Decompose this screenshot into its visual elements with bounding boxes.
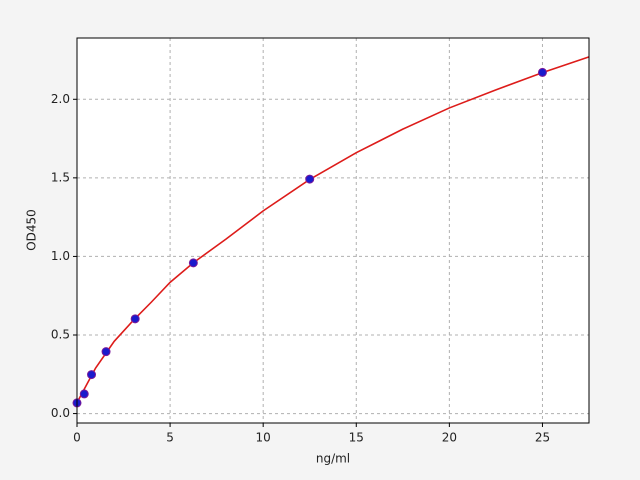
data-point <box>130 314 140 324</box>
data-point <box>188 258 198 268</box>
y-tick-label: 0.0 <box>51 406 70 420</box>
x-tick-label: 20 <box>442 431 457 445</box>
y-tick-label: 2.0 <box>51 92 70 106</box>
y-tick-label: 1.5 <box>51 170 70 184</box>
data-point <box>537 67 547 77</box>
data-point <box>87 370 97 380</box>
y-tick-label: 0.5 <box>51 328 70 342</box>
marks <box>72 56 590 408</box>
y-axis-label: OD450 <box>25 209 39 251</box>
x-axis-label: ng/ml <box>316 452 350 466</box>
y-tick-label: 1.0 <box>51 249 70 263</box>
x-tick-label: 5 <box>166 431 174 445</box>
data-point <box>101 347 111 357</box>
plot-area <box>77 38 589 423</box>
data-point <box>79 389 89 399</box>
data-point <box>305 174 315 184</box>
fit-curve <box>76 56 590 403</box>
x-tick-label: 15 <box>349 431 364 445</box>
x-tick-label: 25 <box>535 431 550 445</box>
x-tick-label: 0 <box>73 431 81 445</box>
x-tick-label: 10 <box>256 431 271 445</box>
plot-frame <box>76 37 590 424</box>
